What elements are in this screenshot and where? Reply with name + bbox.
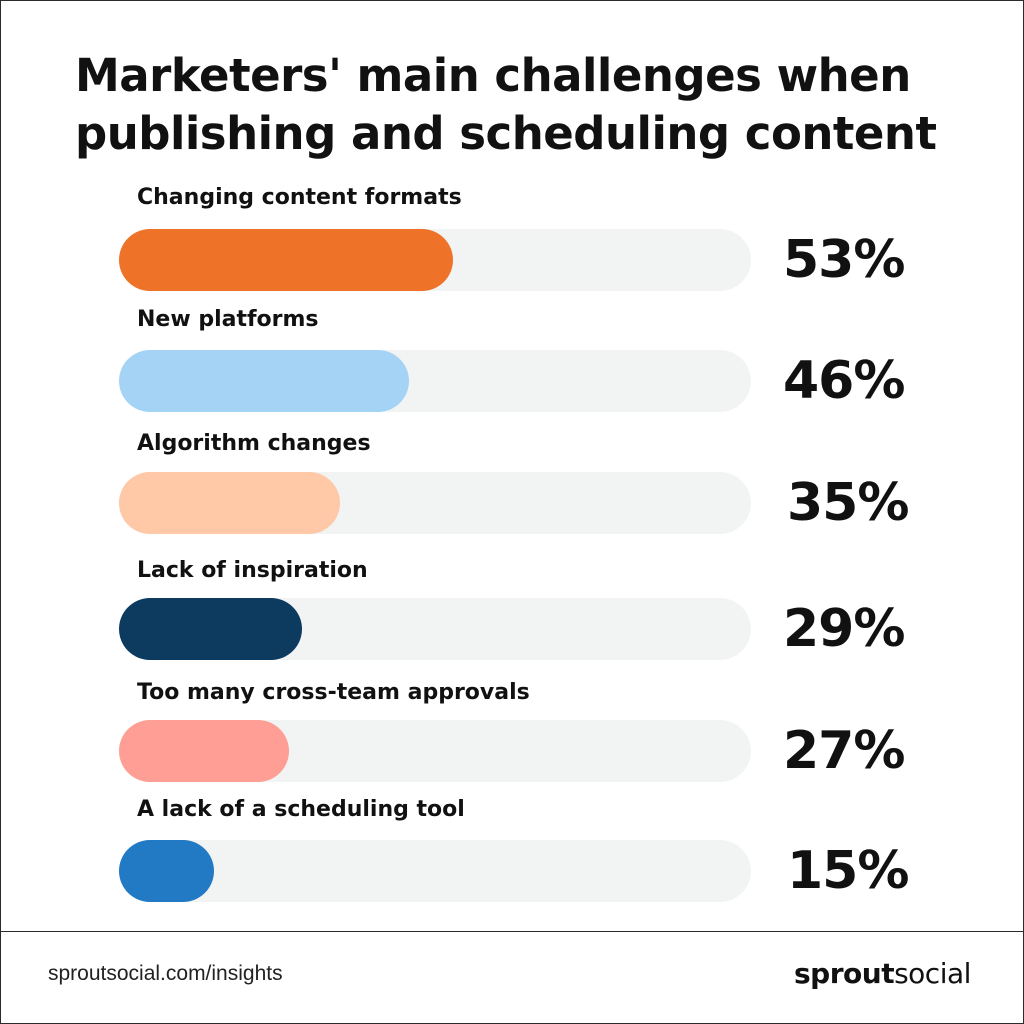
bar-label: Too many cross-team approvals	[137, 680, 530, 705]
bar-value-label: 29%	[783, 599, 905, 659]
bar-label: Changing content formats	[137, 185, 462, 210]
bar-label: A lack of a scheduling tool	[137, 797, 465, 822]
bar-chart: Changing content formats 53% New platforms…	[1, 1, 1023, 931]
bar-value-label: 53%	[783, 230, 905, 290]
bar-track	[119, 720, 751, 782]
bar	[119, 350, 409, 412]
bar-track	[119, 598, 751, 660]
bar-track	[119, 840, 751, 902]
bar-value-label: 35%	[787, 473, 909, 533]
bar-track	[119, 229, 751, 291]
bar-label: Algorithm changes	[137, 431, 371, 456]
bar	[119, 598, 302, 660]
bar-label: Lack of inspiration	[137, 558, 368, 583]
bar	[119, 472, 340, 534]
bar-track	[119, 350, 751, 412]
bar-value-label: 27%	[783, 721, 905, 781]
bar	[119, 720, 290, 782]
footer-divider	[1, 931, 1023, 932]
brand-logo-light: social	[894, 957, 971, 990]
bar	[119, 840, 214, 902]
bar-track	[119, 472, 751, 534]
brand-logo: sproutsocial	[794, 957, 971, 990]
bar-value-label: 46%	[783, 351, 905, 411]
bar	[119, 229, 453, 291]
footer-url[interactable]: sproutsocial.com/insights	[48, 962, 283, 985]
brand-logo-bold: sprout	[794, 957, 895, 990]
bar-value-label: 15%	[787, 841, 909, 901]
bar-label: New platforms	[137, 307, 319, 332]
chart-title: Marketers' main challenges when publishi…	[75, 49, 937, 160]
